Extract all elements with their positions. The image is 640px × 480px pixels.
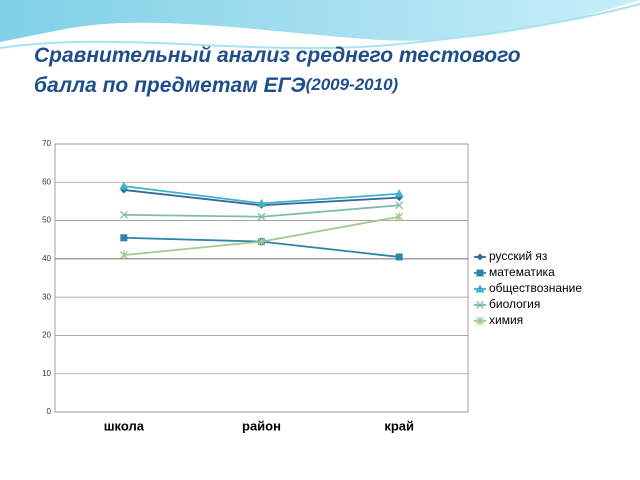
data-point bbox=[119, 181, 129, 190]
data-point bbox=[257, 212, 266, 221]
legend-marker bbox=[476, 269, 484, 277]
legend-label: русский яз bbox=[489, 249, 548, 263]
x-tick-label: район bbox=[242, 418, 281, 433]
title-line: балла по предметам ЕГЭ bbox=[34, 74, 306, 97]
data-point bbox=[395, 212, 404, 222]
data-point bbox=[257, 198, 266, 207]
legend-marker bbox=[475, 284, 485, 293]
y-tick-label: 20 bbox=[42, 331, 51, 340]
series-line bbox=[123, 215, 400, 256]
x-tick-label: школа bbox=[104, 418, 145, 433]
legend-label: обществознание bbox=[489, 281, 582, 295]
data-point bbox=[120, 234, 128, 242]
y-tick-label: 60 bbox=[42, 177, 51, 186]
data-point bbox=[119, 250, 128, 260]
legend-label: биология bbox=[489, 297, 540, 311]
chart-title: Сравнительный анализ среднего тестового … bbox=[34, 44, 526, 97]
legend-marker bbox=[476, 316, 484, 326]
title-line: Сравнительный анализ среднего тестового bbox=[34, 44, 521, 67]
x-tick-label: край bbox=[384, 418, 414, 433]
legend-marker bbox=[476, 253, 484, 261]
y-tick-label: 70 bbox=[42, 139, 51, 148]
y-tick-label: 0 bbox=[47, 407, 52, 416]
chart-subtitle: (2009-2010) bbox=[306, 75, 399, 94]
legend-marker bbox=[476, 301, 484, 309]
header-curve bbox=[0, 3, 640, 50]
data-point bbox=[395, 253, 403, 261]
data-point bbox=[395, 201, 404, 210]
y-tick-label: 40 bbox=[42, 254, 51, 263]
data-point bbox=[257, 237, 266, 247]
data-point bbox=[119, 210, 128, 219]
header-wave bbox=[0, 0, 640, 42]
y-tick-label: 50 bbox=[42, 216, 51, 225]
y-tick-label: 30 bbox=[42, 292, 51, 301]
plot-area bbox=[54, 143, 469, 413]
data-point bbox=[394, 189, 404, 198]
y-tick-label: 10 bbox=[42, 369, 51, 378]
legend-label: химия bbox=[489, 313, 523, 327]
legend-label: математика bbox=[489, 265, 555, 279]
